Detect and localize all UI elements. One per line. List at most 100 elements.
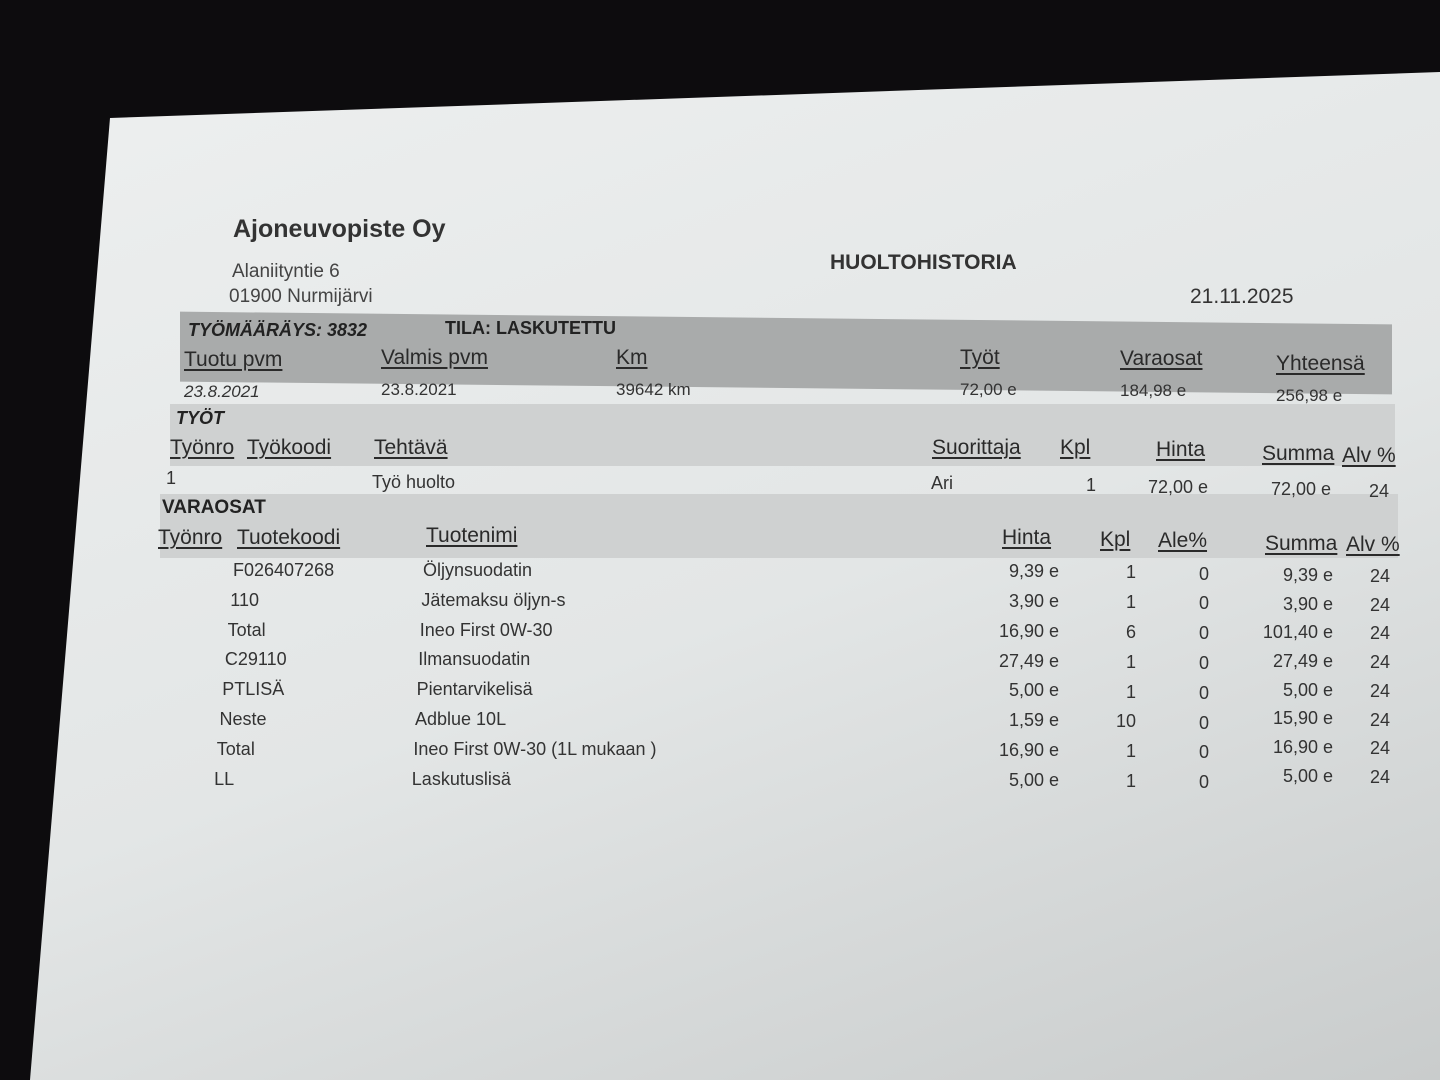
order-column-header: Km bbox=[616, 346, 648, 369]
order-column-header: Yhteensä bbox=[1276, 352, 1365, 375]
work-column-header: Tehtävä bbox=[374, 436, 448, 459]
part-cell: 10 bbox=[1115, 711, 1136, 732]
work-row-cell: 1 bbox=[1085, 475, 1096, 496]
part-cell: 0 bbox=[1198, 772, 1209, 793]
parts-column-header: Tuotekoodi bbox=[237, 526, 341, 549]
part-code: Neste bbox=[219, 709, 267, 729]
work-row-cell: Työ huolto bbox=[372, 471, 456, 492]
part-cell: 16,90 e bbox=[998, 620, 1059, 641]
company-name: Ajoneuvopiste Oy bbox=[233, 215, 446, 243]
parts-column-header: Tuotenimi bbox=[426, 524, 518, 547]
part-cell: 1 bbox=[1125, 651, 1136, 672]
part-cell: 5,00 e bbox=[1282, 765, 1333, 786]
work-row-cell: 24 bbox=[1368, 480, 1389, 501]
part-cell: 1 bbox=[1125, 681, 1136, 702]
part-cell: 24 bbox=[1369, 738, 1390, 759]
part-cell: 24 bbox=[1369, 623, 1390, 644]
part-code: C29110 bbox=[224, 649, 287, 670]
part-cell: 0 bbox=[1198, 712, 1209, 733]
part-cell: 24 bbox=[1369, 766, 1390, 787]
part-cell: 1 bbox=[1125, 592, 1136, 613]
part-cell: 24 bbox=[1369, 566, 1390, 586]
part-cell: 9,39 e bbox=[1282, 564, 1333, 585]
work-order-status: TILA: LASKUTETTU bbox=[445, 318, 616, 338]
work-row-cell: 1 bbox=[166, 468, 177, 488]
part-cell: 24 bbox=[1369, 594, 1390, 615]
order-value: 256,98 e bbox=[1276, 386, 1343, 405]
part-name: Pientarvikelisä bbox=[416, 679, 533, 700]
part-code: 110 bbox=[230, 589, 259, 610]
work-order-number: TYÖMÄÄRÄYS: 3832 bbox=[188, 320, 368, 340]
work-column-header: Alv % bbox=[1342, 444, 1396, 467]
part-code: PTLISÄ bbox=[222, 679, 285, 700]
part-cell: 3,90 e bbox=[1008, 591, 1059, 611]
parts-column-header: Alv % bbox=[1346, 533, 1400, 556]
work-column-header: Hinta bbox=[1156, 438, 1206, 461]
part-cell: 0 bbox=[1198, 682, 1209, 703]
part-name: Ineo First 0W-30 bbox=[419, 619, 553, 640]
part-cell: 101,40 e bbox=[1262, 622, 1333, 643]
part-name: Adblue 10L bbox=[415, 709, 507, 729]
part-name: Laskutuslisä bbox=[411, 768, 511, 789]
part-cell: 0 bbox=[1198, 742, 1209, 763]
part-cell: 1 bbox=[1125, 562, 1136, 583]
work-section-title: TYÖT bbox=[176, 408, 224, 428]
part-cell: 1 bbox=[1125, 741, 1136, 762]
part-cell: 1 bbox=[1125, 771, 1136, 791]
part-cell: 5,00 e bbox=[1008, 769, 1059, 790]
part-cell: 16,90 e bbox=[998, 740, 1059, 760]
part-cell: 27,49 e bbox=[1272, 650, 1333, 671]
work-row-cell: 72,00 e bbox=[1147, 477, 1208, 497]
part-cell: 3,90 e bbox=[1282, 593, 1333, 614]
order-value: 72,00 e bbox=[960, 380, 1017, 399]
part-cell: 27,49 e bbox=[998, 650, 1059, 671]
part-name: Ilmansuodatin bbox=[418, 649, 531, 670]
part-code: Total bbox=[227, 619, 266, 640]
part-cell: 0 bbox=[1198, 563, 1209, 584]
part-name: Ineo First 0W-30 (1L mukaan ) bbox=[413, 738, 657, 759]
work-column-header: Työkoodi bbox=[247, 436, 332, 459]
work-column-header: Työnro bbox=[170, 436, 235, 459]
part-cell: 9,39 e bbox=[1008, 561, 1059, 582]
order-value: 23.8.2021 bbox=[381, 380, 457, 399]
order-column-header: Työt bbox=[960, 346, 1000, 369]
part-cell: 24 bbox=[1369, 709, 1390, 730]
part-code: F026407268 bbox=[233, 560, 335, 580]
work-row-cell: 72,00 e bbox=[1270, 478, 1331, 499]
part-name: Jätemaksu öljyn-s bbox=[421, 589, 566, 610]
company-city: 01900 Nurmijärvi bbox=[229, 286, 373, 307]
work-row-cell: Ari bbox=[931, 473, 953, 494]
parts-header-band bbox=[160, 494, 1398, 558]
part-cell: 0 bbox=[1198, 593, 1209, 614]
parts-column-header: Kpl bbox=[1100, 528, 1131, 551]
parts-section-title: VARAOSAT bbox=[162, 497, 266, 518]
document-date: 21.11.2025 bbox=[1190, 285, 1294, 308]
part-cell: 16,90 e bbox=[1272, 737, 1333, 757]
work-column-header: Suorittaja bbox=[932, 436, 1021, 459]
parts-column-header: Summa bbox=[1265, 532, 1338, 555]
part-cell: 15,90 e bbox=[1272, 708, 1333, 729]
order-column-header: Varaosat bbox=[1120, 347, 1203, 370]
part-cell: 24 bbox=[1369, 680, 1390, 701]
order-value: 184,98 e bbox=[1120, 381, 1187, 400]
work-header-band bbox=[170, 404, 1395, 466]
order-column-header: Tuotu pvm bbox=[184, 348, 283, 371]
part-code: LL bbox=[214, 768, 235, 789]
part-cell: 0 bbox=[1198, 653, 1209, 673]
part-name: Öljynsuodatin bbox=[423, 560, 533, 580]
parts-column-header: Hinta bbox=[1002, 526, 1052, 549]
company-street: Alaniityntie 6 bbox=[232, 261, 340, 282]
order-value: 23.8.2021 bbox=[184, 382, 260, 401]
work-column-header: Kpl bbox=[1060, 436, 1091, 459]
part-cell: 24 bbox=[1369, 652, 1390, 673]
work-column-header: Summa bbox=[1262, 442, 1335, 465]
order-column-header: Valmis pvm bbox=[381, 346, 488, 369]
part-cell: 5,00 e bbox=[1008, 680, 1059, 701]
part-cell: 1,59 e bbox=[1008, 710, 1059, 731]
order-value: 39642 km bbox=[616, 380, 691, 399]
part-code: Total bbox=[216, 738, 255, 759]
parts-column-header: Työnro bbox=[158, 526, 223, 549]
part-cell: 6 bbox=[1125, 622, 1136, 642]
document-title: HUOLTOHISTORIA bbox=[830, 251, 1017, 274]
